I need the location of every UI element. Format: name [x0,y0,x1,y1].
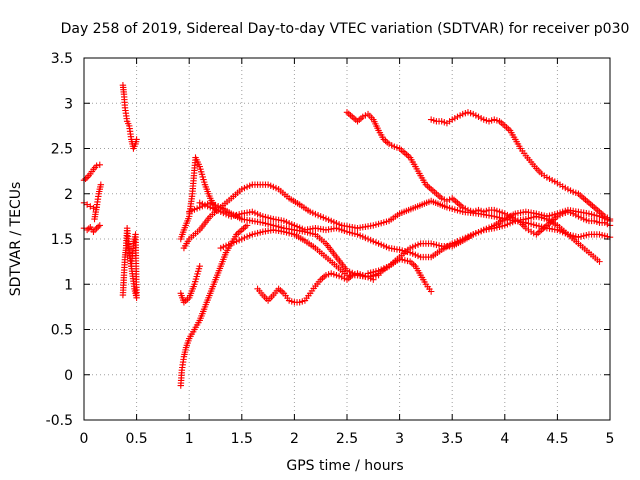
data-point [243,222,251,229]
x-tick-label: 2 [290,431,299,447]
data-point [196,262,203,270]
x-tick-label: 3.5 [441,431,463,447]
x-tick-label: 0 [80,431,89,447]
data-point [95,223,102,230]
data-point [596,258,603,265]
series-arc-lower [254,270,377,306]
series-arc-spike-high [119,81,140,152]
data-point [96,161,103,168]
data-point [133,136,140,143]
data-point [90,205,97,212]
ticks-layer: 0 0.5 1 1.5 2 2.5 3 3.5 4 4.5 5 -0.5 0 0.5 1 1.5 2 2.5 3 3.… [46,51,615,447]
y-tick-label: 0 [64,368,73,384]
x-tick-label: 5 [606,431,615,447]
y-tick-label: 0.5 [51,323,73,339]
data-point [370,276,377,283]
x-tick-label: 1 [185,431,194,447]
y-tick-label: 2 [64,187,73,203]
x-axis-label: GPS time / hours [286,458,403,474]
series-arc-1-fourth [217,226,382,281]
x-tick-label: 2.5 [336,431,358,447]
series-arc-mid-drop [364,255,435,295]
data-point [427,288,435,295]
x-tick-label: 4.5 [546,431,568,447]
series-arc-early-top [80,161,103,184]
y-tick-label: 2.5 [51,142,73,158]
y-tick-label: -0.5 [46,413,73,429]
x-tick-label: 3 [395,431,404,447]
data-point [97,181,105,188]
series-arc-late-high [343,109,614,238]
data-point [82,175,89,183]
series-arc-1-early [177,262,203,306]
data-point [93,224,100,232]
chart-title: Day 258 of 2019, Sidereal Day-to-day VTE… [61,21,630,37]
data-point [93,162,100,169]
points-layer [80,81,614,389]
series-arc-late-top [427,109,614,223]
y-tick-label: 3 [64,96,73,112]
data-point [96,222,103,229]
y-tick-label: 1.5 [51,232,73,248]
series-arc-recovery [177,222,251,389]
y-tick-label: 3.5 [51,51,73,67]
y-tick-label: 1 [64,277,73,293]
x-tick-label: 1.5 [231,431,253,447]
data-point [124,240,132,247]
data-point [85,225,92,232]
series-arc-early-rise [91,181,105,223]
x-tick-label: 4 [500,431,509,447]
x-tick-label: 0.5 [125,431,147,447]
y-axis-label: SDTVAR / TECUs [8,182,24,297]
series-arc-spike-low [119,224,140,302]
